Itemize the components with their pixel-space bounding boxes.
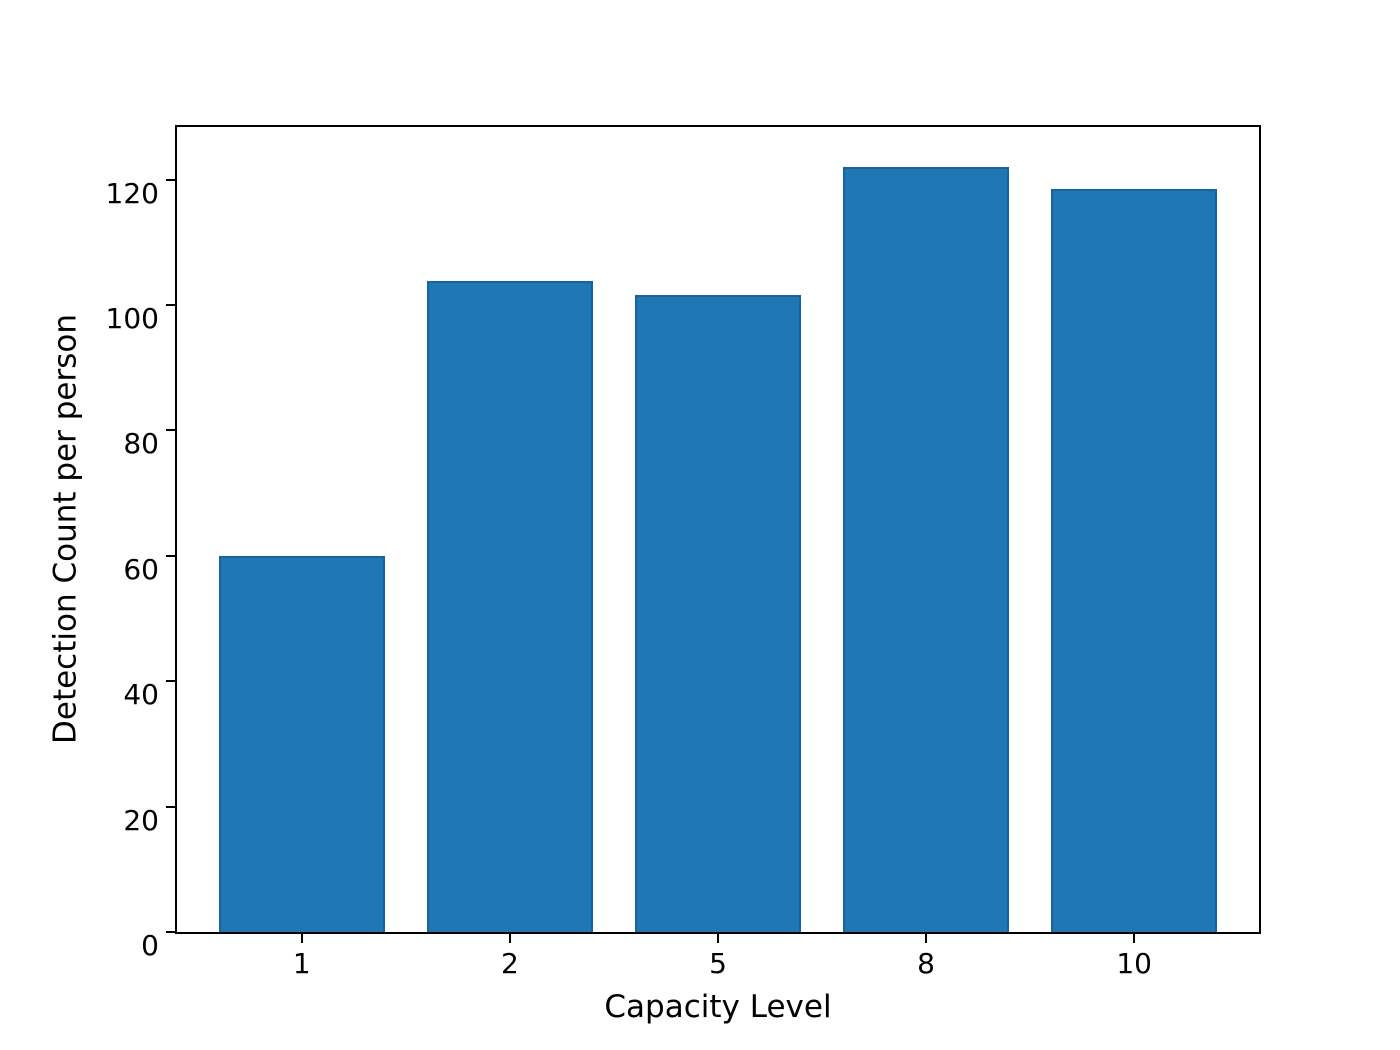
x-tick-mark-2: [508, 934, 511, 943]
bar-capacity-2: [426, 281, 594, 932]
x-tick-label-1: 1: [292, 947, 311, 980]
bar-capacity-5: [634, 295, 802, 932]
y-tick-mark-20: [166, 805, 175, 808]
x-tick-mark-8: [925, 934, 928, 943]
x-tick-mark-10: [1133, 934, 1136, 943]
y-tick-label-100: 100: [105, 302, 159, 336]
y-tick-label-60: 60: [123, 552, 159, 586]
y-tick-label-20: 20: [123, 803, 159, 837]
y-tick-mark-120: [166, 178, 175, 181]
x-tick-label-5: 5: [709, 947, 727, 980]
bar-capacity-10: [1050, 189, 1218, 932]
x-tick-label-2: 2: [501, 947, 519, 980]
y-tick-mark-60: [166, 554, 175, 557]
y-axis-label: Detection Count per person: [47, 314, 84, 744]
y-tick-label-40: 40: [123, 678, 159, 712]
x-axis-label: Capacity Level: [604, 989, 832, 1025]
bar-capacity-8: [842, 167, 1010, 932]
bar-capacity-1: [218, 555, 386, 932]
y-tick-mark-0: [166, 931, 175, 933]
y-tick-mark-80: [166, 429, 175, 432]
y-tick-mark-100: [166, 304, 175, 307]
y-tick-label-80: 80: [123, 427, 159, 461]
y-tick-label-0: 0: [141, 929, 159, 962]
y-tick-label-120: 120: [105, 176, 159, 210]
x-tick-mark-1: [300, 934, 303, 943]
x-tick-label-10: 10: [1116, 947, 1152, 980]
x-tick-label-8: 8: [917, 947, 935, 980]
y-tick-mark-40: [166, 680, 175, 683]
plot-area: 0 20 40 60 80 100 120 1 2 5 8 10: [106, 125, 1261, 978]
x-tick-mark-5: [717, 934, 719, 943]
